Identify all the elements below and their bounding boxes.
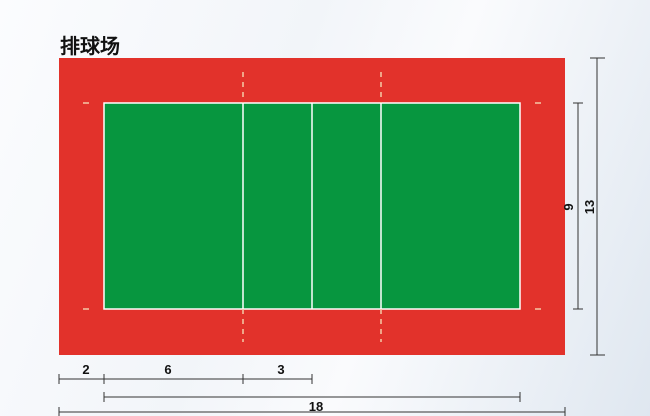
dim-label-total-width: 13 <box>582 200 597 214</box>
diagram-title: 排球场 <box>60 34 120 58</box>
dim-label-court-length: 18 <box>309 399 323 414</box>
dim-label-free-zone: 2 <box>82 362 89 377</box>
service-zone-marks <box>83 102 541 310</box>
dim-label-court-width: 9 <box>561 203 576 210</box>
dim-label-back-zone: 6 <box>164 362 171 377</box>
dim-label-attack-zone: 3 <box>277 362 284 377</box>
dimension-lines <box>58 57 605 416</box>
